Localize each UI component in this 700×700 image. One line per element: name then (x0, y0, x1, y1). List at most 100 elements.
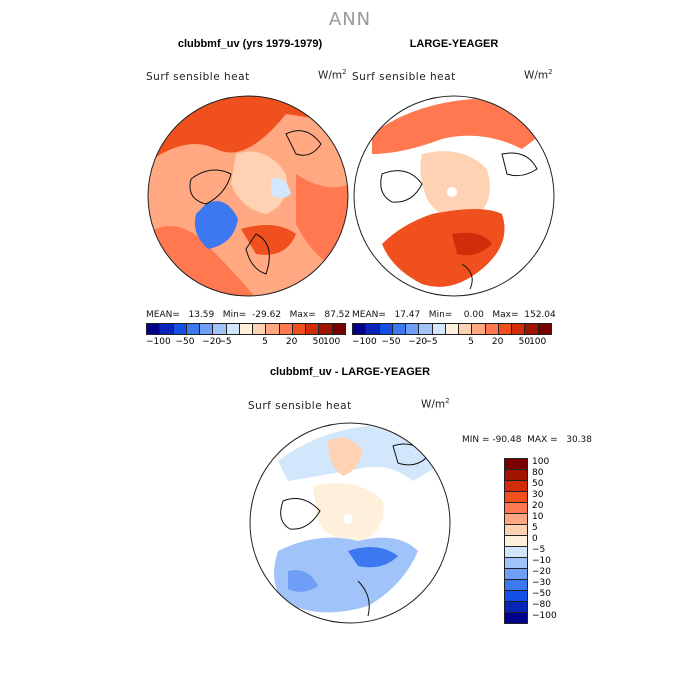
panel3-colorbar-swatch (505, 503, 527, 514)
panel3-colorbar-swatch (505, 459, 527, 470)
panel1-colorbar-swatch (253, 324, 267, 334)
panel3-colorbar-swatch (505, 602, 527, 613)
panel1-warm-region (148, 96, 348, 164)
panel1-colorbar-swatches (146, 323, 346, 335)
panel3-colorbar-swatch (505, 525, 527, 536)
panel2-colorbar-swatch (419, 324, 433, 334)
panel2-polar-map (353, 95, 555, 297)
panel1-variable-label: Surf sensible heat (146, 71, 250, 83)
panel1-colorbar-tick-label: 5 (262, 337, 268, 347)
panel3-colorbar-swatch (505, 580, 527, 591)
panel3-colorbar-tick-label: −30 (532, 577, 551, 588)
panel1-map-border (147, 95, 349, 297)
panel1-coastlines (189, 130, 322, 275)
panel3-colorbar-tick-label: −5 (532, 544, 546, 555)
panel2-colorbar-swatch (445, 324, 460, 334)
panel2-colorbar-swatch (498, 324, 513, 334)
panel3-variable-label: Surf sensible heat (248, 400, 352, 412)
panel2-colorbar-swatch (512, 324, 526, 334)
panel2-colorbar-tick-label: −100 (351, 337, 377, 347)
panel3-statistics: MIN = -90.48 MAX = 30.38 (462, 435, 592, 445)
panel2-colorbar-swatch (353, 324, 367, 334)
panel1-colorbar-swatch (292, 324, 307, 334)
panel3-title: clubbmf_uv - LARGE-YEAGER (269, 366, 431, 378)
panel1-colorbar-swatch (332, 324, 345, 334)
panel1-colorbar-swatch (319, 324, 333, 334)
panel2-colorbar-tick-label: −5 (424, 337, 438, 347)
panel1-colorbar-tick-label: −20 (202, 337, 222, 347)
panel2-pole-hole (447, 187, 457, 197)
panel3-cold-region (288, 570, 318, 592)
panel1-colorbar-tick-label: 20 (285, 337, 298, 347)
panel1-colorbar-swatch (279, 324, 293, 334)
panel1-colorbar-swatch (266, 324, 280, 334)
panel2-colorbar-swatches (352, 323, 552, 335)
panel2-map-border (353, 95, 555, 297)
panel1-colorbar-swatch (160, 324, 174, 334)
panel2-colorbar (352, 323, 552, 335)
panel1-polar-map (147, 95, 349, 297)
panel3-units: W/m2 (421, 397, 450, 411)
panel3-map-border (249, 422, 451, 624)
panel3-warm-region (328, 437, 363, 476)
panel3-colorbar-swatch (505, 481, 527, 492)
panel3-polar-map (249, 422, 451, 624)
panel1-colorbar-swatch (186, 324, 201, 334)
panel3-colorbar-tick-label: 10 (532, 512, 544, 523)
panel3-colorbar-tick-label: 5 (532, 523, 538, 534)
panel2-units: W/m2 (524, 68, 553, 82)
panel1-colorbar-swatch (200, 324, 214, 334)
panel2-neutral-region (420, 151, 490, 220)
panel3-colorbar-swatch (505, 470, 527, 481)
panel3-colorbar-tick-label: 100 (532, 457, 550, 468)
panel1-title: clubbmf_uv (yrs 1979-1979) (177, 38, 323, 50)
panel2-colorbar-swatch (459, 324, 473, 334)
panel1-cold-region (194, 201, 238, 249)
panel1-colorbar-tick-label: −50 (175, 337, 195, 347)
panel3-colorbar-swatch (505, 492, 527, 503)
panel3-colorbar-tick-label: −10 (532, 555, 551, 566)
panel1-colorbar-tick-label: −100 (145, 337, 171, 347)
figure-title: ANN (328, 9, 372, 30)
panel3-colorbar (504, 458, 528, 624)
panel1-colorbar-swatch (306, 324, 320, 334)
panel1-colorbar-swatch (147, 324, 161, 334)
panel2-colorbar-swatch (472, 324, 486, 334)
panel2-colorbar-tick-label: 100 (529, 337, 547, 347)
panel1-statistics: MEAN= 13.59 Min= -29.62 Max= 87.52 (146, 310, 351, 320)
panel1-warm-region (241, 225, 296, 255)
panel2-colorbar-tick-label: 50 (518, 337, 531, 347)
panel1-colorbar-tick-label: −5 (218, 337, 232, 347)
panel3-colorbar-tick-label: 50 (532, 479, 544, 490)
panel3-cold-region (348, 547, 398, 568)
panel2-coastlines (380, 152, 538, 290)
panel3-colorbar-swatch (505, 613, 527, 623)
panel3-colorbar-tick-label: 30 (532, 490, 544, 501)
panel3-colorbar-tick-label: −100 (532, 610, 557, 621)
panel1-colorbar-swatch (173, 324, 187, 334)
panel3-colorbar-tick-label: −80 (532, 599, 551, 610)
panel1-cool-region (271, 178, 291, 198)
panel2-warm-region (372, 99, 542, 154)
panel3-colorbar-swatch (505, 536, 527, 547)
panel3-colorbar-tick-label: 0 (532, 534, 538, 544)
panel2-colorbar-swatch (392, 324, 407, 334)
panel2-warm-region (382, 209, 505, 287)
panel3-colorbar-swatch (505, 514, 527, 525)
panel2-colorbar-tick-label: 20 (491, 337, 504, 347)
panel3-colorbar-tick-label: 20 (532, 501, 544, 512)
panel3-colorbar-tick-label: −50 (532, 588, 551, 599)
panel2-colorbar-swatch (366, 324, 380, 334)
panel2-colorbar-swatch (525, 324, 539, 334)
panel2-colorbar-swatch (432, 324, 446, 334)
panel3-neutral-region (313, 483, 384, 543)
panel1-colorbar-tick-label: 100 (323, 337, 341, 347)
panel1-colorbar-swatch (226, 324, 240, 334)
panel2-hot-region (452, 232, 492, 256)
panel1-colorbar-swatch (213, 324, 227, 334)
panel1-colorbar-swatch (239, 324, 254, 334)
panel2-colorbar-swatch (379, 324, 393, 334)
panel2-statistics: MEAN= 17.47 Min= 0.00 Max= 152.04 (352, 310, 556, 320)
panel2-colorbar-tick-label: −50 (381, 337, 401, 347)
panel2-colorbar-tick-label: −20 (408, 337, 428, 347)
